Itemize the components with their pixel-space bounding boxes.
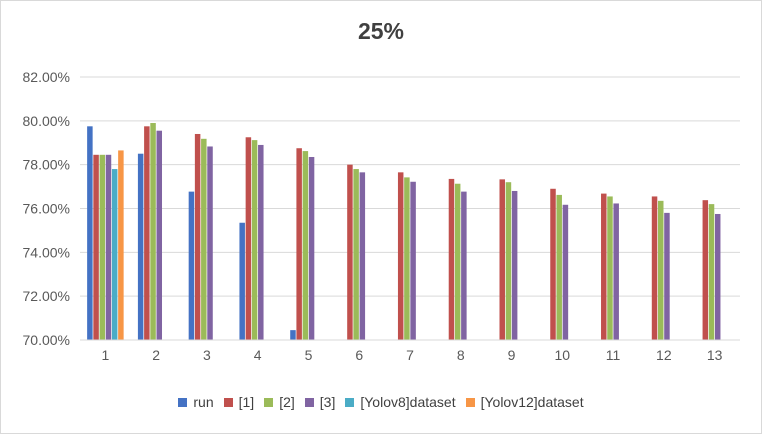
legend: run [1] [2] [3] [Yolov8]dataset [Yolov12]data… — [0, 394, 762, 410]
x-tick-label: 4 — [254, 347, 262, 363]
bar — [601, 193, 607, 340]
bar — [651, 196, 658, 340]
x-tick-label: 3 — [203, 347, 211, 363]
bar — [308, 156, 315, 340]
bar — [448, 178, 455, 340]
x-tick-label: 11 — [606, 347, 621, 363]
bar — [404, 177, 410, 340]
bar — [397, 172, 404, 340]
legend-label: [Yolov8]dataset — [360, 394, 456, 410]
x-tick-label: 9 — [508, 347, 516, 363]
x-tick-label: 1 — [101, 347, 109, 363]
legend-swatch — [345, 397, 355, 407]
legend-swatch — [304, 397, 314, 407]
bar — [461, 191, 467, 340]
bar — [511, 190, 518, 340]
y-tick-label: 72.00% — [23, 288, 70, 304]
y-tick-label: 78.00% — [23, 157, 70, 173]
bar — [347, 164, 353, 340]
bar — [150, 123, 156, 341]
bar — [207, 146, 213, 340]
legend-item: [Yolov12]dataset — [465, 394, 584, 410]
x-tick-label: 6 — [355, 347, 363, 363]
x-tick-label: 13 — [707, 347, 723, 363]
legend-swatch — [178, 397, 188, 407]
bar — [105, 154, 112, 340]
y-tick-label: 80.00% — [23, 113, 70, 129]
legend-swatch — [465, 397, 475, 407]
x-tick-label: 12 — [656, 347, 672, 363]
legend-label: [Yolov12]dataset — [480, 394, 584, 410]
x-tick-label: 7 — [406, 347, 414, 363]
legend-label: [2] — [279, 394, 295, 410]
bar — [93, 154, 99, 340]
x-tick-label: 8 — [457, 347, 465, 363]
legend-item: run — [178, 394, 214, 410]
bar — [290, 330, 296, 340]
legend-label: run — [193, 394, 214, 410]
legend-swatch — [223, 397, 233, 407]
bar — [137, 153, 144, 340]
legend-swatch — [264, 397, 274, 407]
legend-item: [Yolov8]dataset — [345, 394, 456, 410]
bar — [562, 204, 569, 340]
bar — [505, 182, 512, 340]
y-tick-label: 82.00% — [23, 69, 70, 85]
x-tick-label: 2 — [152, 347, 160, 363]
legend-item: [1] — [223, 394, 255, 410]
bar — [607, 196, 613, 340]
bar — [245, 137, 252, 340]
bar — [251, 140, 258, 340]
bar — [708, 204, 715, 340]
bar — [118, 150, 124, 340]
bar — [194, 133, 201, 340]
x-tick-label: 5 — [305, 347, 313, 363]
bar — [664, 212, 670, 340]
y-tick-label: 76.00% — [23, 201, 70, 217]
bar — [353, 169, 359, 340]
bar — [556, 194, 562, 340]
y-tick-label: 74.00% — [23, 244, 70, 260]
bar — [111, 169, 118, 340]
bar — [499, 179, 505, 340]
bar — [258, 144, 264, 340]
legend-item: [3] — [304, 394, 336, 410]
bar — [657, 200, 664, 340]
bar — [454, 183, 461, 340]
bar — [188, 191, 195, 340]
legend-item: [2] — [264, 394, 295, 410]
bar — [714, 213, 721, 340]
legend-label: [1] — [238, 394, 255, 410]
bar — [296, 148, 302, 340]
bar — [156, 130, 163, 340]
bar — [550, 188, 556, 340]
bar — [410, 181, 416, 340]
bar — [359, 172, 366, 340]
bar — [613, 203, 619, 340]
y-tick-label: 70.00% — [23, 332, 70, 348]
legend-label: [3] — [319, 394, 336, 410]
bar — [87, 126, 93, 340]
x-tick-label: 10 — [555, 347, 571, 363]
chart-title: 25% — [357, 18, 405, 44]
bar — [702, 200, 709, 340]
bar — [144, 126, 150, 340]
bar — [239, 222, 245, 340]
bar — [99, 154, 106, 340]
bar — [302, 151, 309, 340]
bar — [201, 138, 207, 340]
